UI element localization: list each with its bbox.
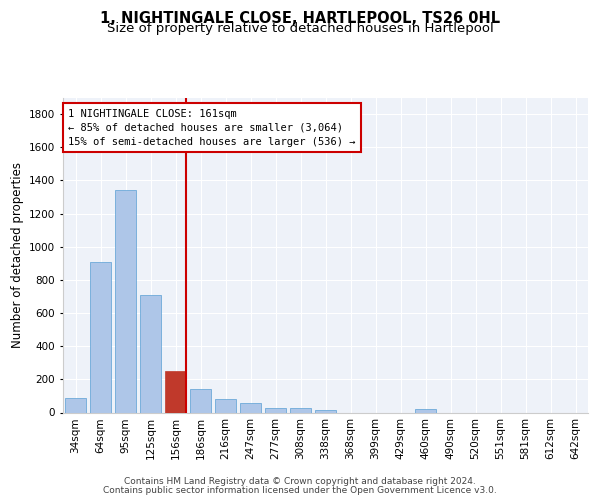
Bar <box>265 408 286 412</box>
Text: Size of property relative to detached houses in Hartlepool: Size of property relative to detached ho… <box>107 22 493 35</box>
Bar <box>240 404 261 412</box>
Bar <box>165 372 186 412</box>
Bar <box>215 399 236 412</box>
Text: Contains HM Land Registry data © Crown copyright and database right 2024.: Contains HM Land Registry data © Crown c… <box>124 477 476 486</box>
Bar <box>190 390 211 412</box>
Text: Contains public sector information licensed under the Open Government Licence v3: Contains public sector information licen… <box>103 486 497 495</box>
Bar <box>290 408 311 412</box>
Bar <box>65 398 86 412</box>
Y-axis label: Number of detached properties: Number of detached properties <box>11 162 23 348</box>
Bar <box>315 410 336 412</box>
Text: 1, NIGHTINGALE CLOSE, HARTLEPOOL, TS26 0HL: 1, NIGHTINGALE CLOSE, HARTLEPOOL, TS26 0… <box>100 11 500 26</box>
Bar <box>90 262 111 412</box>
Bar <box>140 295 161 412</box>
Text: 1 NIGHTINGALE CLOSE: 161sqm
← 85% of detached houses are smaller (3,064)
15% of : 1 NIGHTINGALE CLOSE: 161sqm ← 85% of det… <box>68 108 356 146</box>
Bar <box>415 409 436 412</box>
Bar <box>115 190 136 412</box>
